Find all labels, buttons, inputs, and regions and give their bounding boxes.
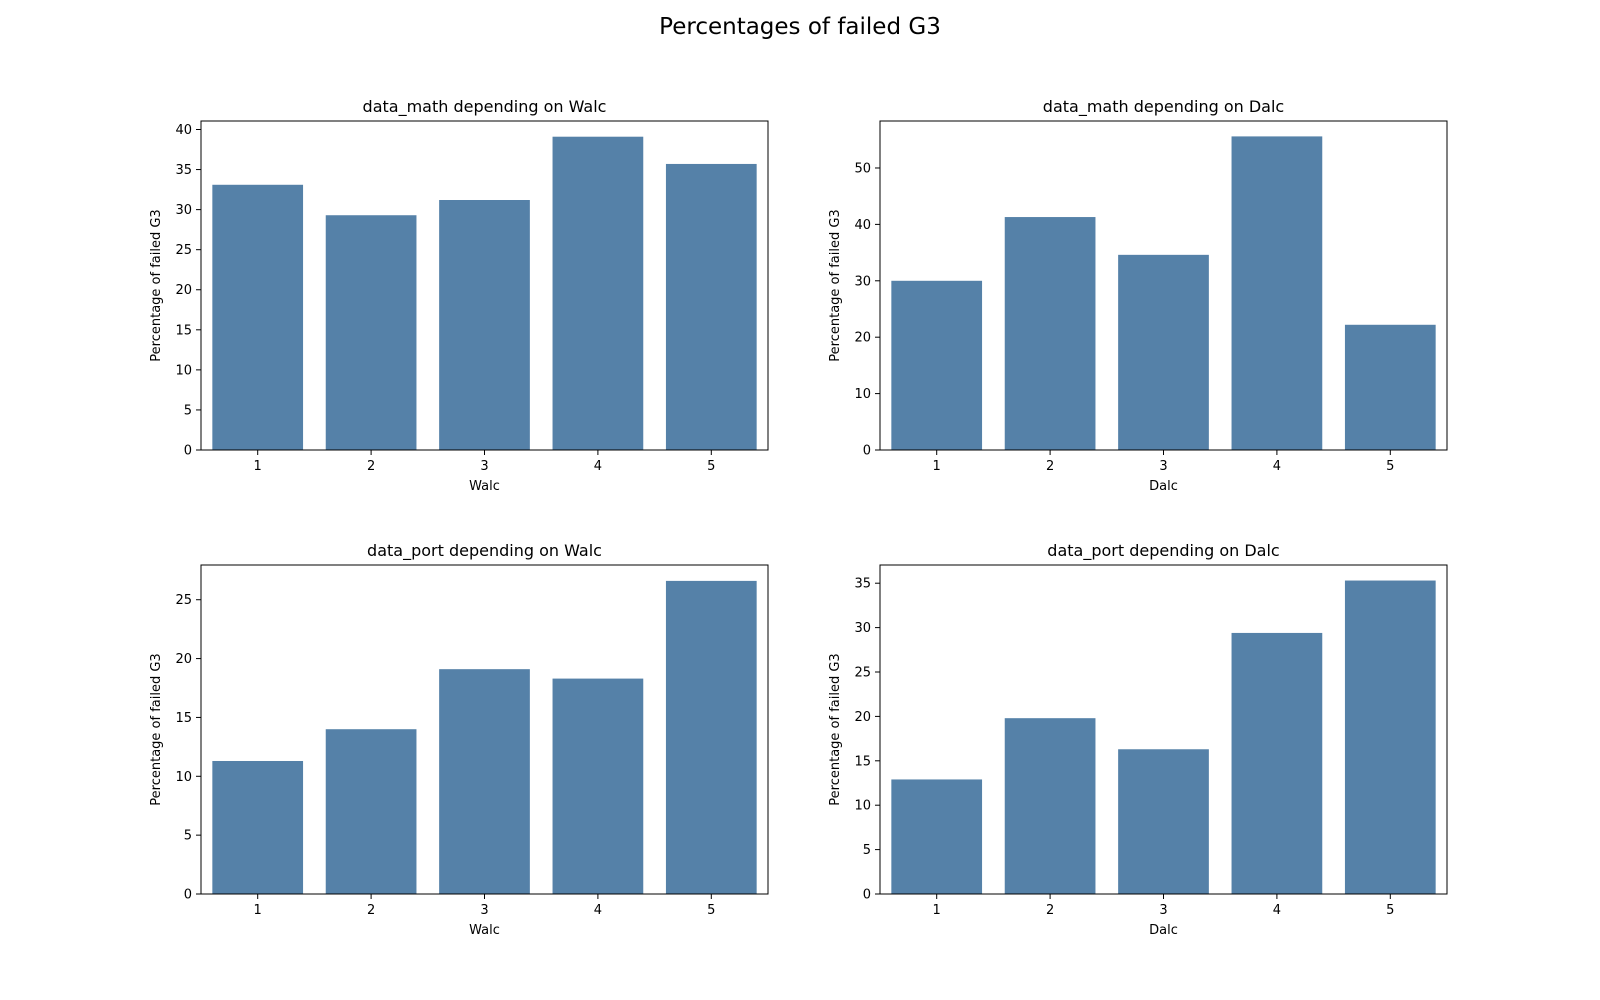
- y-tick-label: 0: [184, 888, 192, 903]
- x-tick-label: 5: [707, 903, 715, 918]
- y-tick-label: 25: [175, 593, 192, 608]
- x-tick-label: 1: [933, 459, 941, 474]
- y-tick-label: 20: [854, 710, 871, 725]
- bar: [439, 669, 530, 894]
- y-tick-label: 0: [184, 444, 192, 459]
- y-tick-label: 30: [175, 203, 192, 218]
- x-tick-label: 2: [1046, 903, 1054, 918]
- subplot-title: data_port depending on Walc: [367, 541, 602, 561]
- y-tick-label: 40: [175, 123, 192, 138]
- x-axis-label: Walc: [469, 479, 500, 494]
- x-axis-label: Dalc: [1149, 923, 1178, 938]
- x-tick-label: 5: [1386, 903, 1394, 918]
- y-tick-label: 0: [863, 444, 871, 459]
- x-tick-label: 1: [254, 903, 262, 918]
- x-axis-label: Dalc: [1149, 479, 1178, 494]
- y-tick-label: 50: [854, 161, 871, 176]
- bar: [552, 136, 644, 450]
- x-tick-label: 4: [594, 903, 602, 918]
- y-tick-label: 10: [175, 770, 192, 785]
- y-tick-label: 35: [175, 163, 192, 178]
- y-tick-label: 10: [175, 363, 192, 378]
- bar: [665, 580, 757, 894]
- bar: [325, 215, 417, 450]
- y-tick-label: 15: [175, 323, 192, 338]
- bar: [665, 163, 757, 450]
- x-tick-label: 3: [480, 903, 488, 918]
- bar: [325, 729, 417, 894]
- y-tick-label: 5: [863, 843, 871, 858]
- x-tick-label: 3: [1159, 903, 1167, 918]
- x-tick-label: 2: [367, 903, 375, 918]
- x-tick-label: 4: [1273, 459, 1281, 474]
- y-axis-label: Percentage of failed G3: [828, 653, 843, 805]
- x-axis-label: Walc: [469, 923, 500, 938]
- y-axis-label: Percentage of failed G3: [149, 653, 164, 805]
- bar: [891, 779, 983, 894]
- bar: [1004, 217, 1096, 450]
- y-tick-label: 20: [854, 331, 871, 346]
- subplot-title: data_math depending on Walc: [363, 97, 607, 117]
- bar: [1118, 254, 1209, 450]
- bar: [212, 760, 304, 894]
- y-tick-label: 5: [184, 829, 192, 844]
- x-tick-label: 5: [707, 459, 715, 474]
- y-tick-label: 25: [175, 243, 192, 258]
- y-tick-label: 10: [854, 387, 871, 402]
- y-tick-label: 10: [854, 799, 871, 814]
- y-tick-label: 30: [854, 274, 871, 289]
- y-tick-label: 5: [184, 403, 192, 418]
- x-tick-label: 3: [480, 459, 488, 474]
- y-tick-label: 20: [175, 283, 192, 298]
- y-tick-label: 20: [175, 652, 192, 667]
- figure-title: Percentages of failed G3: [659, 14, 941, 40]
- x-tick-label: 2: [367, 459, 375, 474]
- y-tick-label: 40: [854, 218, 871, 233]
- bar: [439, 200, 530, 450]
- subplot-3: 1 2 3 4 5 0 5 10 15 20 25 data_port depending on Wa…: [149, 541, 769, 938]
- bar: [891, 280, 983, 450]
- bar: [1231, 136, 1323, 450]
- x-tick-label: 4: [1273, 903, 1281, 918]
- x-tick-label: 1: [254, 459, 262, 474]
- bar: [1004, 718, 1096, 894]
- x-tick-label: 5: [1386, 459, 1394, 474]
- bar: [1344, 324, 1436, 450]
- x-tick-label: 4: [594, 459, 602, 474]
- subplot-1: 1 2 3 4 5 0 5 10 15 20 25 30 35 40 data_math depending…: [149, 97, 769, 494]
- y-axis-label: Percentage of failed G3: [828, 209, 843, 361]
- subplot-4: 1 2 3 4 5 0 5 10 15 20 25 30 35 data_port depending o…: [828, 541, 1448, 938]
- y-axis-label: Percentage of failed G3: [149, 209, 164, 361]
- y-tick-label: 35: [854, 577, 871, 592]
- bar: [212, 184, 304, 450]
- y-tick-label: 0: [863, 888, 871, 903]
- bar: [1231, 632, 1323, 894]
- x-tick-label: 2: [1046, 459, 1054, 474]
- bar: [552, 678, 644, 894]
- bar: [1344, 580, 1436, 894]
- y-tick-label: 30: [854, 621, 871, 636]
- subplot-title: data_port depending on Dalc: [1047, 541, 1279, 561]
- y-tick-label: 15: [175, 711, 192, 726]
- x-tick-label: 3: [1159, 459, 1167, 474]
- bar: [1118, 749, 1209, 894]
- y-tick-label: 15: [854, 754, 871, 769]
- subplot-title: data_math depending on Dalc: [1043, 97, 1284, 117]
- y-tick-label: 25: [854, 666, 871, 681]
- x-tick-label: 1: [933, 903, 941, 918]
